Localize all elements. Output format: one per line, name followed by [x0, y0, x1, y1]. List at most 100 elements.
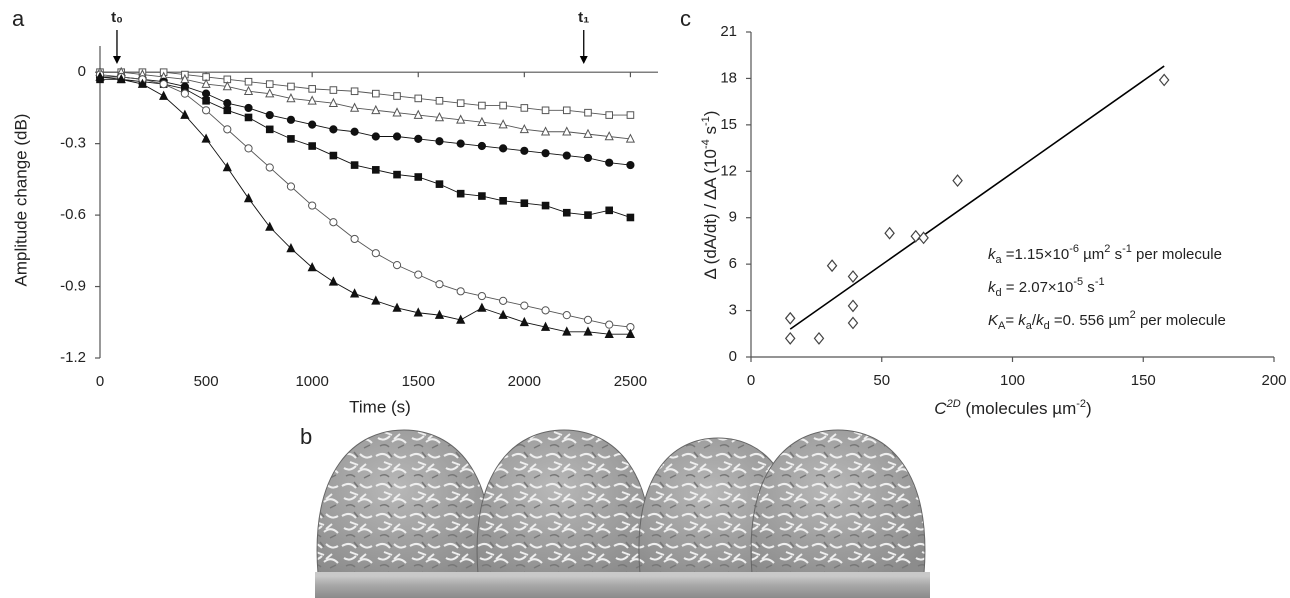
- marker: [350, 161, 359, 169]
- annotation-part: 2: [1130, 309, 1136, 321]
- marker: [562, 106, 571, 115]
- marker: [244, 113, 253, 122]
- marker: [541, 201, 550, 210]
- annotation-part: k: [988, 246, 997, 263]
- panel-label: a: [12, 6, 25, 31]
- marker: [308, 201, 317, 210]
- marker: [477, 141, 487, 151]
- annotation-part: k: [988, 279, 997, 296]
- marker: [884, 226, 895, 240]
- y-tick-label: 0: [729, 348, 737, 365]
- marker: [826, 259, 838, 273]
- annotation-part: -1: [1122, 243, 1132, 255]
- marker: [413, 307, 423, 317]
- marker: [540, 126, 551, 136]
- marker: [202, 96, 210, 105]
- label-part: 2D: [946, 398, 961, 410]
- marker: [784, 331, 796, 345]
- marker: [626, 160, 635, 170]
- marker: [392, 107, 402, 117]
- marker: [625, 133, 636, 143]
- annotation-part: d: [1044, 320, 1050, 332]
- marker: [328, 276, 338, 286]
- marker: [604, 328, 614, 338]
- y-tick-label: 9: [729, 209, 737, 226]
- panel-label: c: [680, 6, 691, 31]
- series-line: [99, 76, 631, 335]
- label-part: s: [701, 126, 720, 139]
- marker: [414, 94, 423, 103]
- fit-line: [789, 65, 1165, 330]
- marker: [605, 158, 614, 167]
- x-axis-label: C2D (molecules µm-2): [934, 398, 1091, 419]
- x-tick-label: 200: [1261, 372, 1286, 389]
- marker: [847, 270, 859, 283]
- marker: [350, 87, 359, 96]
- y-axis-label: Amplitude change (dB): [11, 114, 30, 287]
- marker: [349, 102, 360, 112]
- y-tick-label: 15: [720, 116, 737, 133]
- marker: [265, 80, 274, 88]
- annotation-part: µm: [1079, 246, 1104, 263]
- annotation-part: s: [1110, 246, 1122, 263]
- marker: [222, 162, 232, 172]
- marker: [392, 261, 402, 270]
- y-tick-label: 12: [720, 162, 737, 179]
- x-tick-label: 1000: [295, 373, 328, 390]
- y-tick-label: 0: [78, 63, 86, 80]
- annotation: KA= ka/kd =0. 556 µm2 per molecule: [988, 309, 1226, 332]
- marker: [520, 301, 529, 310]
- cell-illustration: [315, 428, 930, 598]
- marker: [308, 85, 316, 93]
- annotation-part: k: [1036, 312, 1045, 329]
- marker: [265, 88, 275, 98]
- marker: [286, 243, 296, 253]
- marker: [584, 108, 592, 117]
- cell: [750, 429, 926, 575]
- marker: [371, 104, 381, 115]
- marker: [583, 128, 593, 138]
- marker: [286, 182, 296, 191]
- marker: [329, 125, 338, 134]
- annotation-part: 2: [1104, 243, 1110, 255]
- marker: [583, 315, 593, 324]
- marker: [413, 109, 423, 119]
- marker: [605, 206, 614, 215]
- marker: [201, 78, 211, 88]
- marker: [499, 101, 507, 110]
- marker: [372, 166, 380, 174]
- marker: [371, 132, 380, 141]
- marker: [350, 127, 359, 136]
- marker: [541, 106, 550, 115]
- marker: [605, 320, 614, 329]
- y-tick-label: 18: [720, 69, 737, 86]
- substrate: [315, 572, 930, 598]
- annotation-part: A: [998, 320, 1006, 332]
- x-tick-label: 500: [194, 373, 219, 390]
- marker: [456, 99, 465, 107]
- marker: [478, 192, 486, 200]
- marker: [847, 316, 859, 330]
- x-tick-label: 0: [96, 373, 104, 390]
- x-tick-label: 2500: [614, 373, 647, 390]
- marker: [286, 115, 296, 124]
- label-part: -2: [1076, 398, 1086, 410]
- marker: [286, 92, 296, 103]
- marker: [519, 123, 529, 134]
- marker: [477, 291, 487, 301]
- marker: [349, 288, 360, 298]
- label-part: -1: [700, 116, 712, 126]
- marker: [456, 139, 465, 148]
- marker: [952, 174, 963, 188]
- marker: [201, 89, 211, 98]
- marker: [918, 231, 929, 245]
- y-tick-label: -0.6: [60, 206, 86, 223]
- marker: [910, 229, 922, 243]
- marker: [244, 77, 253, 86]
- marker: [329, 86, 338, 94]
- marker: [116, 73, 126, 84]
- y-tick-label: -1.2: [60, 349, 86, 366]
- marker: [392, 132, 402, 141]
- marker: [562, 326, 572, 336]
